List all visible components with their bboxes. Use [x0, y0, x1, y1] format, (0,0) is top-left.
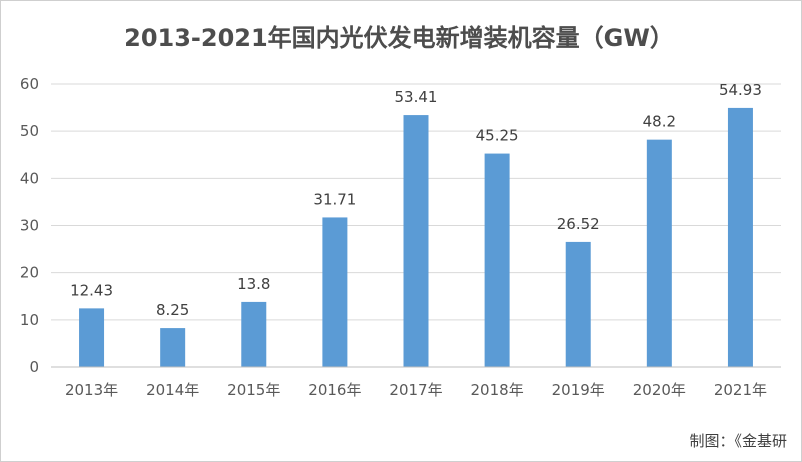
- y-tick-label: 10: [20, 311, 39, 329]
- y-tick-label: 30: [20, 217, 39, 235]
- x-tick-label: 2019年: [552, 381, 605, 399]
- x-tick-label: 2015年: [227, 381, 280, 399]
- data-label: 13.8: [237, 275, 270, 293]
- data-label: 53.41: [395, 88, 438, 106]
- bar: [160, 328, 186, 367]
- y-tick-label: 50: [20, 122, 39, 140]
- x-tick-label: 2017年: [389, 381, 442, 399]
- x-tick-label: 2013年: [65, 381, 118, 399]
- data-label: 26.52: [557, 215, 600, 233]
- data-label: 8.25: [156, 301, 189, 319]
- y-tick-label: 20: [20, 264, 39, 282]
- x-tick-label: 2020年: [633, 381, 686, 399]
- data-label: 45.25: [476, 127, 519, 145]
- bars: [79, 107, 753, 368]
- y-tick-label: 40: [20, 169, 39, 187]
- bar: [565, 241, 591, 367]
- x-tick-label: 2018年: [471, 381, 524, 399]
- x-tick-label: 2016年: [308, 381, 361, 399]
- bar: [646, 139, 672, 367]
- chart-title: 2013-2021年国内光伏发电新增装机容量（GW）: [124, 24, 674, 52]
- source-note: 制图：《金基研: [689, 432, 787, 450]
- y-tick-label: 0: [29, 358, 39, 376]
- data-label: 48.2: [643, 113, 676, 131]
- bar: [727, 107, 753, 367]
- bar: [403, 115, 429, 368]
- bar: [79, 308, 105, 367]
- data-labels: 12.43 8.25 13.8 31.71 53.41 45.25 26.52 48.2 54.…: [70, 81, 762, 319]
- x-tick-label: 2021年: [714, 381, 767, 399]
- data-label: 31.71: [313, 190, 356, 208]
- y-axis-ticks: 0 10 20 30 40 50 60: [20, 75, 39, 376]
- data-label: 12.43: [70, 281, 113, 299]
- bar: [322, 217, 348, 367]
- x-tick-label: 2014年: [146, 381, 199, 399]
- data-label: 54.93: [719, 81, 762, 99]
- bar: [484, 153, 510, 367]
- y-tick-label: 60: [20, 75, 39, 93]
- bar: [241, 301, 267, 367]
- x-axis-ticks: 2013年 2014年 2015年 2016年 2017年 2018年 2019年 2020年…: [65, 381, 767, 399]
